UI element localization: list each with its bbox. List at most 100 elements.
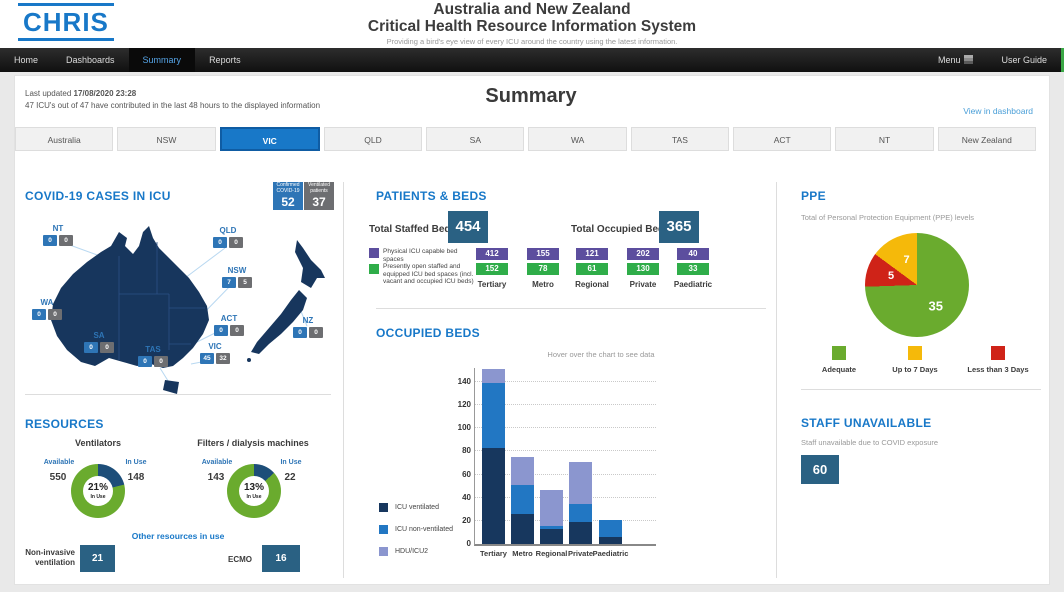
bar-segment[interactable] — [569, 522, 592, 544]
ventilators-pct-caption: In Use — [90, 493, 106, 500]
confirmed-covid-label: Confirmed COVID-19 — [276, 182, 300, 194]
ppe-section-title: PPE — [801, 189, 826, 203]
bar-segment[interactable] — [569, 461, 592, 504]
region-tab-tas[interactable]: TAS — [630, 127, 730, 151]
occupied-legend-swatch — [379, 547, 388, 556]
bar-segment[interactable] — [599, 537, 622, 544]
bar-segment[interactable] — [511, 513, 534, 544]
filters-donut-center: 13% In Use — [239, 476, 269, 506]
chart-gridline — [475, 473, 656, 475]
bar-segment[interactable] — [511, 457, 534, 485]
ppe-less3-value: 5 — [887, 269, 895, 282]
menu-button[interactable]: Menu — [924, 48, 988, 72]
occupied-beds-plot[interactable]: 0 20 40 60 80 100 120 140 Tertiary Metro Regional P… — [458, 368, 656, 558]
region-tab-nsw[interactable]: NSW — [117, 127, 216, 151]
filters-donut-chart[interactable]: 13% In Use — [227, 464, 281, 518]
column-divider-left — [343, 182, 344, 578]
state-ventilated-value: 0 — [48, 309, 62, 320]
region-tab-qld[interactable]: QLD — [323, 127, 423, 151]
last-updated-block: Last updated 17/08/2020 23:28 47 ICU's o… — [25, 89, 320, 110]
nav-item-dashboards[interactable]: Dashboards — [66, 55, 115, 65]
app-title-line2: Critical Health Resource Information Sys… — [367, 18, 697, 35]
x-axis-label: Regional — [535, 549, 568, 558]
ppe-legend-swatch — [832, 346, 846, 360]
occupied-beds-section-title: OCCUPIED BEDS — [376, 326, 480, 340]
confirmed-covid-value: 52 — [281, 195, 295, 209]
ppe-legend-less3: Less than 3 Days — [963, 346, 1033, 374]
state-confirmed-value: 0 — [213, 237, 227, 248]
bar-segment[interactable] — [482, 383, 505, 448]
chart-gridline — [475, 450, 656, 452]
state-confirmed-value: 0 — [138, 356, 152, 367]
anz-map-svg — [51, 226, 325, 394]
physical-beds-value: 40 — [677, 248, 709, 260]
tasmania-shape — [163, 380, 179, 394]
occupied-legend-item-ventilated: ICU ventilated — [379, 503, 439, 512]
app-subtitle: Providing a bird's eye view of every ICU… — [386, 37, 678, 46]
menu-grid-icon — [964, 55, 974, 64]
chris-logo[interactable]: CHRIS — [18, 3, 114, 41]
contribution-line: 47 ICU's out of 47 have contributed in t… — [25, 101, 321, 110]
open-beds-value: 78 — [527, 263, 559, 275]
bar-segment[interactable] — [511, 485, 534, 514]
ppe-subtitle: Total of Personal Protection Equipment (… — [801, 213, 975, 222]
region-tab-sa[interactable]: SA — [426, 127, 525, 151]
nav-item-reports[interactable]: Reports — [209, 55, 241, 65]
nav-item-summary[interactable]: Summary — [128, 48, 196, 72]
state-confirmed-value: 0 — [293, 327, 307, 338]
state-ventilated-value: 0 — [229, 237, 243, 248]
chart-gridline — [475, 381, 656, 383]
region-tab-act[interactable]: ACT — [733, 127, 832, 151]
patients-beds-section-title: PATIENTS & BEDS — [376, 189, 487, 203]
bed-column-label: Private — [629, 280, 657, 289]
state-label: VIC — [208, 342, 222, 351]
confirmed-covid-badge: Confirmed COVID-19 52 — [273, 182, 303, 210]
bar-segment[interactable] — [482, 447, 505, 544]
x-axis-label: Tertiary — [480, 549, 507, 558]
ppe-adequate-value: 35 — [928, 298, 943, 314]
x-axis-label: Paediatric — [592, 549, 629, 558]
state-ventilated-value: 0 — [100, 342, 114, 353]
view-in-dashboard-link[interactable]: View in dashboard — [963, 106, 1033, 116]
ppe-pie-chart[interactable]: 7 5 35 — [865, 233, 969, 337]
user-guide-link[interactable]: User Guide — [1001, 55, 1047, 65]
australia-shape — [51, 226, 209, 368]
map-landmasses — [51, 226, 325, 394]
bar-segment[interactable] — [540, 525, 563, 529]
region-tab-wa[interactable]: WA — [528, 127, 627, 151]
filters-inuse-label: In Use — [280, 459, 302, 466]
bar-segment[interactable] — [482, 369, 505, 384]
ventilators-inuse-value: 148 — [127, 472, 145, 483]
region-tab-australia[interactable]: Australia — [15, 127, 114, 151]
filters-pct-caption: In Use — [246, 493, 262, 500]
bed-column-label: Regional — [575, 280, 609, 289]
ventilators-pct: 21% — [87, 481, 108, 493]
covid-section-title: COVID-19 CASES IN ICU — [25, 189, 171, 203]
region-tab-nt[interactable]: NT — [835, 127, 934, 151]
ventilators-donut-chart[interactable]: 21% In Use — [71, 464, 125, 518]
state-label: NZ — [302, 316, 314, 325]
physical-beds-value: 155 — [527, 248, 559, 260]
state-ventilated-value: 5 — [238, 277, 252, 288]
x-axis-label: Metro — [512, 549, 533, 558]
niv-label: Non-invasive ventilation — [25, 548, 75, 567]
region-tab-vic[interactable]: VIC — [219, 127, 320, 151]
bar-segment[interactable] — [540, 528, 563, 544]
occupied-legend-label: ICU ventilated — [395, 504, 439, 511]
nz-north-island-shape — [295, 240, 325, 288]
state-ventilated-value: 0 — [309, 327, 323, 338]
occupied-beds-value-box: 365 — [659, 211, 699, 243]
bar-segment[interactable] — [540, 489, 563, 526]
y-axis-tick-label: 20 — [462, 515, 471, 525]
region-tab-nz[interactable]: New Zealand — [937, 127, 1036, 151]
bed-column-metro: 155 78 Metro — [506, 248, 580, 289]
stewart-island-shape — [247, 358, 251, 362]
state-borders — [118, 242, 205, 360]
bar-segment[interactable] — [569, 503, 592, 523]
bar-segment[interactable] — [599, 519, 622, 538]
nav-item-home[interactable]: Home — [14, 55, 39, 65]
